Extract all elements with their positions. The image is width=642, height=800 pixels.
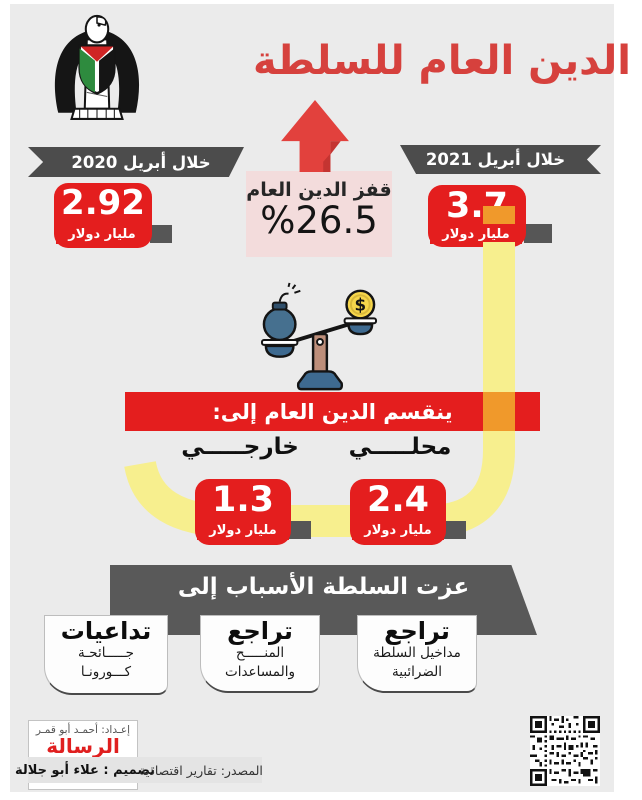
ribbon-april-2020: خلال أبريل 2020 — [28, 147, 244, 177]
yellow-path-overlap-banner — [483, 392, 515, 431]
domestic-debt-number: 2.4 — [366, 480, 429, 520]
ribbon-april-2021: خلال أبريل 2021 — [400, 145, 601, 174]
reason-title: تراجع — [384, 617, 450, 645]
label-domestic: محلـــــي — [348, 434, 452, 460]
page-title: الدين العام للسلطة — [253, 38, 631, 84]
debt-jump-text: قفز الدين العام — [246, 179, 392, 201]
reason-title: تداعيات — [60, 617, 152, 645]
reason-line: مداخيل السلطة — [373, 645, 461, 661]
reason-line: جـــــائحـة — [78, 645, 134, 661]
label-external: خارجـــــي — [181, 434, 299, 460]
reason-card-corona-pandemic: تداعيات جـــــائحـة كـــورونـا — [44, 615, 168, 695]
domestic-debt-unit: مليار دولار — [352, 520, 444, 540]
debt-jump-percent: %26.5 — [260, 199, 378, 242]
reason-card-grants-aid: تراجع المنـــــح والمساعدات — [200, 615, 320, 693]
qr-code — [530, 716, 600, 786]
unit-tab-external — [289, 521, 311, 539]
external-debt-number: 1.3 — [211, 480, 274, 520]
reason-card-tax-revenues: تراجع مداخيل السلطة الضرائبية — [357, 615, 477, 693]
bomb-spark-icon — [287, 282, 301, 294]
reason-line: الضرائبية — [392, 664, 442, 680]
division-banner: ينقسم الدين العام إلى: — [125, 392, 540, 431]
source-strip: تصميم : علاء أبو جلالة المصدر: تقارير اق… — [14, 757, 263, 783]
alresalah-logo: الرسالة — [46, 734, 120, 758]
up-arrow-icon — [281, 100, 349, 172]
reason-line: كـــورونـا — [80, 664, 132, 680]
palestine-eagle-emblem — [54, 14, 140, 120]
prepared-by-credit: إعـداد: أحمـد أبو قمـر — [35, 724, 131, 736]
unit-tab-2021 — [524, 224, 552, 243]
svg-text:$: $ — [354, 294, 366, 314]
debt-bomb-scale-illustration: $ — [260, 282, 378, 391]
reason-title: تراجع — [227, 617, 293, 645]
reasons-banner: عزت السلطة الأسباب إلى — [110, 565, 537, 635]
source-label: المصدر: تقارير اقتصادية — [139, 762, 263, 778]
debt-jump-callout: قفز الدين العام %26.5 — [246, 171, 392, 257]
design-credit: تصميم : علاء أبو جلالة — [14, 762, 156, 778]
debt-unit-2020: مليار دولار — [56, 224, 148, 244]
yellow-path-overlap-box — [483, 206, 515, 225]
unit-tab-2020 — [150, 225, 172, 243]
debt-value-2020-number: 2.92 — [61, 183, 145, 223]
debt-unit-2021: مليار دولار — [430, 224, 522, 244]
reason-line: المنـــــح — [235, 645, 285, 661]
unit-tab-domestic — [444, 521, 466, 539]
external-debt-unit: مليار دولار — [197, 520, 289, 540]
reason-line: والمساعدات — [225, 664, 295, 680]
